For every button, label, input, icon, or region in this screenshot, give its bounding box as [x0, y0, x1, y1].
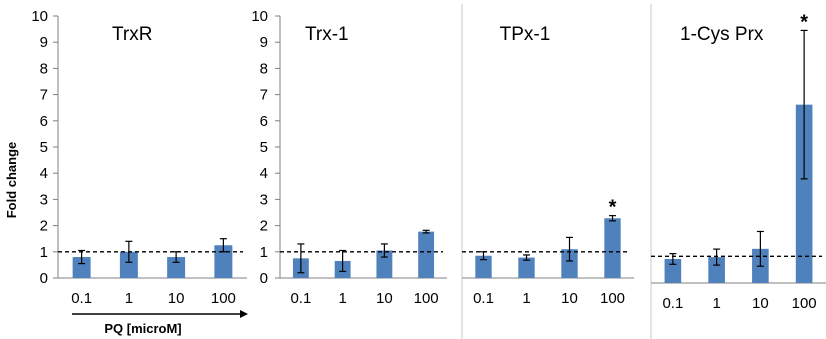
bar-0.1: [664, 258, 682, 283]
y-tick-label: 4: [40, 165, 48, 182]
bar-1: [518, 257, 535, 278]
x-tick-label: 10: [376, 290, 393, 307]
x-axis-label: PQ [microM]: [104, 321, 181, 336]
y-tick-label: 8: [260, 60, 268, 77]
y-tick-label: 3: [260, 191, 268, 208]
y-tick-label: 7: [40, 87, 48, 104]
x-axis-arrow: [72, 310, 248, 318]
x-tick-label: 1: [125, 290, 133, 307]
x-tick-label: 100: [414, 290, 439, 307]
x-tick-label: 10: [561, 290, 578, 307]
y-tick-label: 5: [260, 139, 268, 156]
panel-3: TPx-1 0.1 1 10 * 100: [461, 4, 634, 339]
panel-title: TrxR: [112, 24, 152, 45]
y-tick-label: 1: [40, 244, 48, 261]
y-axis-label: Fold change: [4, 142, 19, 219]
bar-100: [214, 245, 233, 278]
x-tick-label: 1: [522, 290, 530, 307]
y-tick-label: 2: [260, 218, 268, 235]
x-tick-label: 1: [338, 290, 346, 307]
bar-10: [561, 249, 578, 278]
y-tick-label: 0: [260, 270, 268, 287]
x-tick-label: 100: [792, 295, 817, 312]
y-tick-label: 1: [260, 244, 268, 261]
panel-title: TPx-1: [500, 24, 551, 45]
x-tick-label: 100: [211, 290, 236, 307]
significance-marker: *: [609, 197, 617, 219]
x-tick-label: 10: [168, 290, 185, 307]
y-tick-label: 10: [31, 8, 48, 25]
y-tick-label: 6: [260, 113, 268, 130]
panel-title: 1-Cys Prx: [680, 24, 764, 45]
y-tick-label: 2: [40, 218, 48, 235]
x-tick-label: 0.1: [473, 290, 494, 307]
y-tick-label: 4: [260, 165, 268, 182]
panel-title: Trx-1: [305, 24, 349, 45]
bar-100: [795, 104, 813, 283]
bar-10: [376, 250, 393, 278]
bar-100: [418, 231, 435, 278]
panel-2: 0 1 2 3 4 5 6 7 8 9 10 Trx-1 0.1 1 10 100: [251, 8, 447, 307]
y-tick-label: 7: [260, 87, 268, 104]
bar-10: [167, 257, 186, 278]
x-tick-label: 0.1: [662, 295, 683, 312]
x-tick-label: 100: [600, 290, 625, 307]
panel-1: 0 1 2 3 4 5 6 7 8 9 10 TrxR 0.1 1 10 100: [31, 8, 247, 307]
y-tick-label: 9: [260, 34, 268, 51]
bar-0.1: [72, 257, 91, 278]
x-tick-label: 1: [712, 295, 720, 312]
y-tick-label: 9: [40, 34, 48, 51]
x-tick-label: 0.1: [71, 290, 92, 307]
bar-1: [708, 257, 725, 283]
panel-4: 1-Cys Prx 0.1 1 10 * 100: [650, 4, 826, 339]
y-tick-label: 3: [40, 191, 48, 208]
bar-100: [604, 218, 621, 278]
y-tick-label: 5: [40, 139, 48, 156]
bar-1: [119, 251, 138, 278]
x-tick-label: 10: [752, 295, 769, 312]
x-tick-label: 0.1: [290, 290, 311, 307]
bar-0.1: [475, 255, 492, 278]
y-tick-label: 6: [40, 113, 48, 130]
significance-marker: *: [800, 11, 808, 33]
y-tick-label: 10: [251, 8, 268, 25]
y-tick-label: 8: [40, 60, 48, 77]
y-tick-label: 0: [40, 270, 48, 287]
